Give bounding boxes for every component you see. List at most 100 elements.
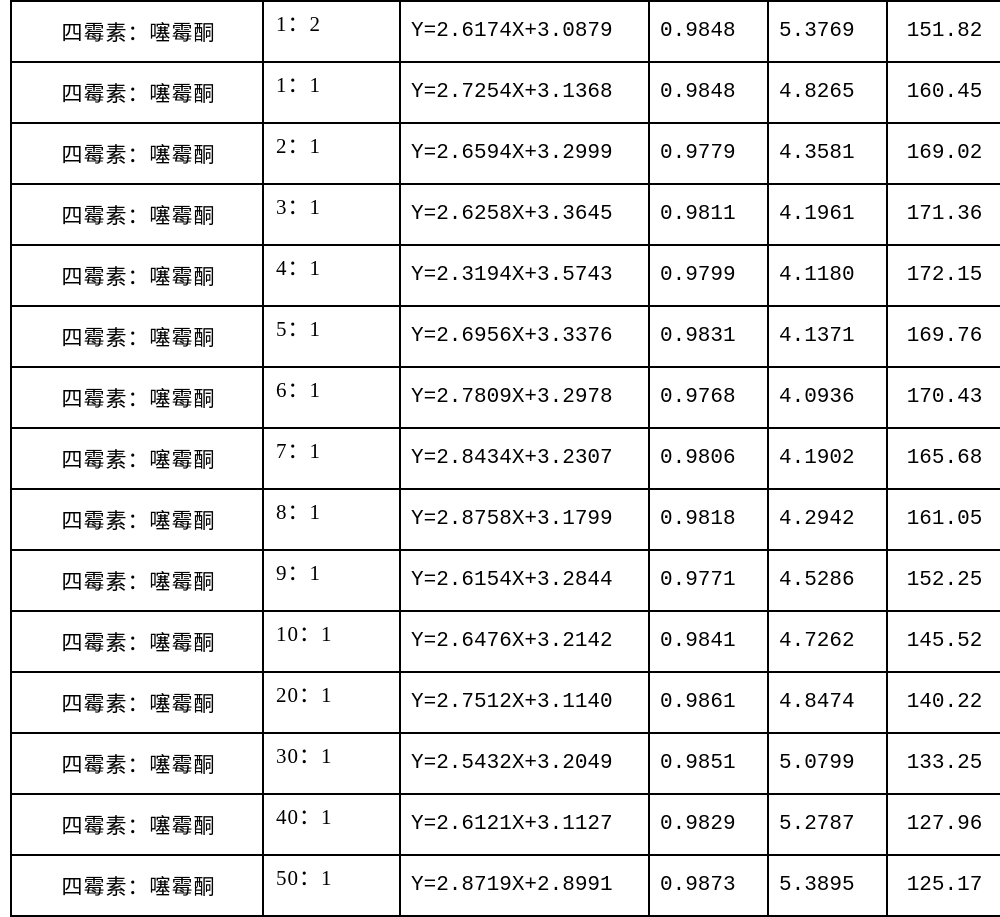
cell-r: 0.9811 <box>649 184 768 245</box>
cell-ctc: 151.82 <box>887 1 1000 62</box>
table-row: 四霉素：噻霉酮4：1Y=2.3194X+3.57430.97994.118017… <box>11 245 1000 306</box>
cell-ec: 5.3895 <box>768 855 887 916</box>
cell-equation: Y=2.6154X+3.2844 <box>400 550 649 611</box>
cell-equation: Y=2.6956X+3.3376 <box>400 306 649 367</box>
cell-ctc: 169.02 <box>887 123 1000 184</box>
cell-equation: Y=2.6594X+3.2999 <box>400 123 649 184</box>
cell-r: 0.9768 <box>649 367 768 428</box>
cell-equation: Y=2.8434X+3.2307 <box>400 428 649 489</box>
cell-ctc: 152.25 <box>887 550 1000 611</box>
table-row: 四霉素：噻霉酮1：2Y=2.6174X+3.08790.98485.376915… <box>11 1 1000 62</box>
table-row: 四霉素：噻霉酮8：1Y=2.8758X+3.17990.98184.294216… <box>11 489 1000 550</box>
cell-r: 0.9873 <box>649 855 768 916</box>
cell-label: 四霉素：噻霉酮 <box>11 306 263 367</box>
cell-ctc: 170.43 <box>887 367 1000 428</box>
data-table-wrap: 四霉素：噻霉酮1：2Y=2.6174X+3.08790.98485.376915… <box>10 0 990 917</box>
cell-label: 四霉素：噻霉酮 <box>11 855 263 916</box>
cell-ctc: 171.36 <box>887 184 1000 245</box>
cell-label: 四霉素：噻霉酮 <box>11 184 263 245</box>
cell-ctc: 127.96 <box>887 794 1000 855</box>
cell-ctc: 161.05 <box>887 489 1000 550</box>
cell-r: 0.9848 <box>649 1 768 62</box>
cell-ec: 4.7262 <box>768 611 887 672</box>
cell-ratio: 40：1 <box>263 794 400 855</box>
cell-ec: 4.1961 <box>768 184 887 245</box>
cell-ec: 4.2942 <box>768 489 887 550</box>
data-table: 四霉素：噻霉酮1：2Y=2.6174X+3.08790.98485.376915… <box>10 0 1000 917</box>
cell-ec: 4.1371 <box>768 306 887 367</box>
cell-r: 0.9771 <box>649 550 768 611</box>
cell-ec: 5.0799 <box>768 733 887 794</box>
cell-ec: 4.1902 <box>768 428 887 489</box>
cell-ec: 4.3581 <box>768 123 887 184</box>
cell-ctc: 169.76 <box>887 306 1000 367</box>
table-row: 四霉素：噻霉酮10：1Y=2.6476X+3.21420.98414.72621… <box>11 611 1000 672</box>
table-row: 四霉素：噻霉酮6：1Y=2.7809X+3.29780.97684.093617… <box>11 367 1000 428</box>
cell-equation: Y=2.8758X+3.1799 <box>400 489 649 550</box>
cell-ctc: 145.52 <box>887 611 1000 672</box>
table-row: 四霉素：噻霉酮20：1Y=2.7512X+3.11400.98614.84741… <box>11 672 1000 733</box>
cell-label: 四霉素：噻霉酮 <box>11 123 263 184</box>
table-row: 四霉素：噻霉酮3：1Y=2.6258X+3.36450.98114.196117… <box>11 184 1000 245</box>
cell-label: 四霉素：噻霉酮 <box>11 489 263 550</box>
data-table-body: 四霉素：噻霉酮1：2Y=2.6174X+3.08790.98485.376915… <box>11 1 1000 916</box>
cell-ratio: 6：1 <box>263 367 400 428</box>
cell-ec: 4.0936 <box>768 367 887 428</box>
cell-ec: 4.8265 <box>768 62 887 123</box>
cell-r: 0.9806 <box>649 428 768 489</box>
cell-equation: Y=2.7512X+3.1140 <box>400 672 649 733</box>
table-row: 四霉素：噻霉酮50：1Y=2.8719X+2.89910.98735.38951… <box>11 855 1000 916</box>
cell-equation: Y=2.7254X+3.1368 <box>400 62 649 123</box>
table-row: 四霉素：噻霉酮5：1Y=2.6956X+3.33760.98314.137116… <box>11 306 1000 367</box>
cell-r: 0.9851 <box>649 733 768 794</box>
cell-r: 0.9848 <box>649 62 768 123</box>
cell-r: 0.9799 <box>649 245 768 306</box>
table-row: 四霉素：噻霉酮7：1Y=2.8434X+3.23070.98064.190216… <box>11 428 1000 489</box>
cell-ec: 4.1180 <box>768 245 887 306</box>
cell-equation: Y=2.5432X+3.2049 <box>400 733 649 794</box>
cell-ctc: 172.15 <box>887 245 1000 306</box>
cell-equation: Y=2.8719X+2.8991 <box>400 855 649 916</box>
cell-ratio: 10：1 <box>263 611 400 672</box>
cell-label: 四霉素：噻霉酮 <box>11 1 263 62</box>
cell-ratio: 1：1 <box>263 62 400 123</box>
cell-equation: Y=2.3194X+3.5743 <box>400 245 649 306</box>
cell-label: 四霉素：噻霉酮 <box>11 550 263 611</box>
table-row: 四霉素：噻霉酮2：1Y=2.6594X+3.29990.97794.358116… <box>11 123 1000 184</box>
cell-label: 四霉素：噻霉酮 <box>11 428 263 489</box>
table-row: 四霉素：噻霉酮9：1Y=2.6154X+3.28440.97714.528615… <box>11 550 1000 611</box>
cell-r: 0.9831 <box>649 306 768 367</box>
cell-label: 四霉素：噻霉酮 <box>11 611 263 672</box>
table-row: 四霉素：噻霉酮40：1Y=2.6121X+3.11270.98295.27871… <box>11 794 1000 855</box>
cell-label: 四霉素：噻霉酮 <box>11 672 263 733</box>
cell-label: 四霉素：噻霉酮 <box>11 733 263 794</box>
cell-ratio: 8：1 <box>263 489 400 550</box>
cell-ratio: 2：1 <box>263 123 400 184</box>
cell-equation: Y=2.6258X+3.3645 <box>400 184 649 245</box>
cell-ctc: 140.22 <box>887 672 1000 733</box>
cell-ratio: 3：1 <box>263 184 400 245</box>
cell-ratio: 5：1 <box>263 306 400 367</box>
cell-label: 四霉素：噻霉酮 <box>11 794 263 855</box>
cell-r: 0.9861 <box>649 672 768 733</box>
cell-ratio: 1：2 <box>263 1 400 62</box>
cell-r: 0.9841 <box>649 611 768 672</box>
cell-label: 四霉素：噻霉酮 <box>11 62 263 123</box>
cell-ratio: 4：1 <box>263 245 400 306</box>
cell-ratio: 30：1 <box>263 733 400 794</box>
table-row: 四霉素：噻霉酮1：1Y=2.7254X+3.13680.98484.826516… <box>11 62 1000 123</box>
cell-equation: Y=2.6174X+3.0879 <box>400 1 649 62</box>
cell-r: 0.9829 <box>649 794 768 855</box>
cell-equation: Y=2.7809X+3.2978 <box>400 367 649 428</box>
cell-r: 0.9818 <box>649 489 768 550</box>
cell-equation: Y=2.6121X+3.1127 <box>400 794 649 855</box>
cell-ec: 5.3769 <box>768 1 887 62</box>
cell-ctc: 160.45 <box>887 62 1000 123</box>
cell-ratio: 20：1 <box>263 672 400 733</box>
cell-label: 四霉素：噻霉酮 <box>11 367 263 428</box>
cell-r: 0.9779 <box>649 123 768 184</box>
cell-ctc: 165.68 <box>887 428 1000 489</box>
cell-ratio: 7：1 <box>263 428 400 489</box>
cell-ratio: 50：1 <box>263 855 400 916</box>
cell-ratio: 9：1 <box>263 550 400 611</box>
